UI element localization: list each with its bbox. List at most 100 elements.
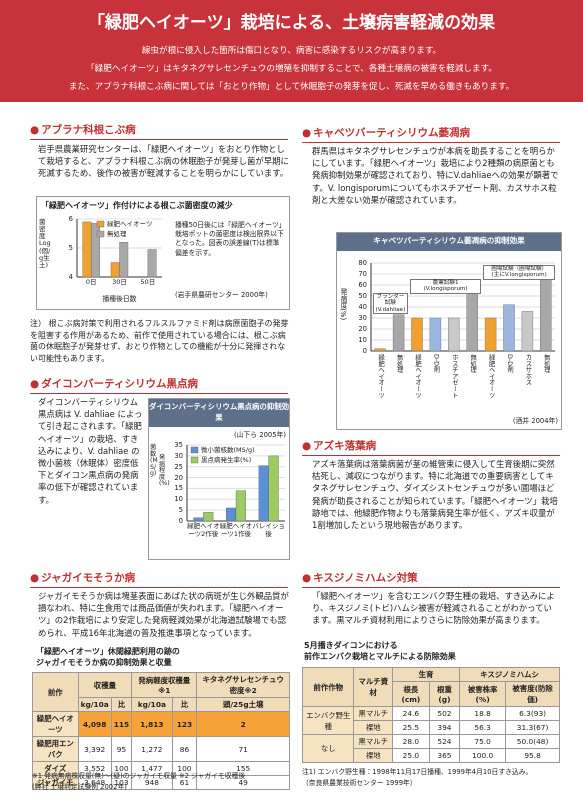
group-name: 農業試験1 <box>432 280 459 286</box>
y-tick-label: 50 <box>358 292 367 300</box>
bar <box>448 317 460 352</box>
table-cell: 緑肥ヘイオーツ <box>32 711 79 737</box>
table-row: 裸地 25.0 365 100.0 95.8 <box>303 748 560 763</box>
table-row: エンバク野生種 黒マルチ 24.6 502 18.8 6.3(93) <box>301 706 560 735</box>
chart-svg <box>370 262 555 352</box>
table-cell: 3,392 <box>77 736 112 762</box>
th: kg/10a <box>77 697 112 712</box>
bar <box>268 455 279 522</box>
chart-title: ダイコンバーティシリウム黒点病の抑制効果 <box>149 399 289 427</box>
chart: 「緑肥ヘイオーツ」作付けによる根こぶ菌密度の減少 播種50日後には「緑肥ヘイオー… <box>36 196 290 310</box>
group-label: 圃場試験（圃場試験） (主にV.longisporum) <box>483 265 555 280</box>
th: キタネグサレセンチュウ密度※2 <box>196 672 290 698</box>
table-cell: 4,098 <box>77 711 112 737</box>
table-cell: 365 <box>428 748 461 763</box>
x-tick-label: 無処理 <box>542 354 550 373</box>
legend-swatch <box>190 446 199 454</box>
table-cell: 緑肥用エンバク <box>32 736 79 762</box>
section-heading: キャベツバーティシリウム萎凋病 <box>302 125 560 143</box>
table-cell: 1,272 <box>131 736 173 762</box>
table-cell: 1,813 <box>131 711 173 737</box>
table-row: なし 黒マルチ 28.0 524 75.0 50.0(48) <box>301 734 560 763</box>
bar <box>203 512 214 522</box>
th: 根重(g) <box>428 681 461 707</box>
chart-title: 「緑肥ヘイオーツ」作付けによる根こぶ菌密度の減少 <box>41 201 233 210</box>
y-tick-label: 30 <box>174 451 183 460</box>
th: 比 <box>110 697 133 712</box>
th: 前作作物 <box>301 667 355 707</box>
bar <box>466 287 478 352</box>
bar <box>374 348 386 352</box>
table-cell: 71 <box>196 736 290 762</box>
section-heading: ジャガイモそうか病 <box>30 570 288 588</box>
x-tick-label: 緑肥ヘイオーツ <box>377 354 385 399</box>
y-tick-label: 15 <box>174 484 183 493</box>
bar <box>90 223 100 278</box>
paragraph: アズキ落葉病は落葉病菌が茎の維管束に侵入して生育後期に突然枯死し、減収につながり… <box>312 459 558 530</box>
th: 頭/25g土壌 <box>196 697 290 712</box>
intro-line: 「緑肥ヘイオーツ」はキタネグサレセンチュウの増殖を抑制することで、各種土壌病の被… <box>86 64 497 74</box>
section-heading: キスジノミハムシ対策 <box>302 570 560 588</box>
y-axis-label: 菌密度 Log(個/g生土) <box>39 218 51 269</box>
table-row: 裸地 25.5 394 56.3 31.3(67) <box>303 720 560 735</box>
table-cell: 50.0(48) <box>505 734 560 749</box>
section-heading: アズキ落葉病 <box>302 438 560 456</box>
paragraph: ジャガイモそうか病は塊茎表面にあばた状の病斑が生じ外観品質が損なわれ、特に生食用… <box>38 591 289 638</box>
th: 発病軽度収穫量※1 <box>131 672 198 698</box>
bar <box>503 304 515 352</box>
table-cell: 25.0 <box>391 748 430 763</box>
section-heading: ダイコンバーティシリウム黒点病 <box>30 376 288 394</box>
chart: キャベツバーティシリウム萎凋病の抑制効果 (酒井 2004年) 0 10 20 30 4… <box>336 232 562 430</box>
y2-axis-label: 発病程度(%) <box>159 454 170 487</box>
th: 根長(cm) <box>391 681 430 707</box>
table-cell: 31.3(67) <box>505 720 560 735</box>
y-axis-label: 菌数(MS/g) <box>150 444 158 477</box>
bar <box>258 465 269 522</box>
y-tick-label: 4 <box>68 273 73 281</box>
table-cell: 115 <box>110 711 133 737</box>
table-cell: 502 <box>428 706 461 721</box>
table-row: ダイズ 3,552 100 1,477 100 155 <box>32 761 290 776</box>
footnote: 注） 根こぶ病対策で利用されるフルスルファミド剤は病原菌胞子の発芽を阻害する作用… <box>30 319 289 363</box>
table-cell: エンバク野生種 <box>301 706 355 735</box>
bar <box>235 490 247 522</box>
group-name: ブランダー試験 <box>376 294 405 307</box>
bar <box>429 317 442 352</box>
legend-label: 無処理 <box>107 229 127 239</box>
chart-title: キャベツバーティシリウム萎凋病の抑制効果 <box>337 233 561 251</box>
table-note: 注1) エンバク野生種：1998年11月17日播種、1999年4月10日すき込み… <box>302 768 533 776</box>
legend-swatch <box>96 230 105 238</box>
th: 前作 <box>32 672 79 712</box>
bar <box>484 317 497 352</box>
th: 比 <box>171 697 198 712</box>
table-cell: 裸地 <box>353 748 393 763</box>
x-tick-label: 30日 <box>112 278 127 286</box>
table-cell: 103 <box>110 775 133 790</box>
y-tick-label: 5 <box>68 244 73 252</box>
y-axis-label: 発病度(%) <box>339 288 347 321</box>
y-tick-label: 60 <box>358 281 367 289</box>
y-tick-label: 6 <box>68 215 73 223</box>
table-cell: 95.8 <box>505 748 560 763</box>
table-cell: 86 <box>171 736 198 762</box>
y-tick-label: 5 <box>178 506 183 515</box>
x-tick-label: 0日 <box>85 278 97 286</box>
table-note: (弊社 土壌判定試験例 2002年) <box>32 783 127 791</box>
table-cell: 6.3(93) <box>505 706 560 721</box>
chart-source: (山下ら 2005年) <box>234 431 286 439</box>
bar <box>411 317 423 352</box>
legend-label: 微小菌核数(MS/g) <box>201 445 255 455</box>
x-tick-label: 緑肥ヘイオーツ <box>487 354 495 399</box>
bar <box>119 242 129 278</box>
x-tick-label: 緑肥ヘイオーツ <box>414 354 421 399</box>
table-cell: 49 <box>196 775 290 790</box>
bar <box>521 311 534 352</box>
table: 前作 収穫量 発病軽度収穫量※1 キタネグサレセンチュウ密度※2 kg/10a 比 kg/… <box>32 672 290 790</box>
legend-label: 緑肥ヘイオーツ <box>107 219 153 229</box>
table-title: 前作エンバク栽培とマルチによる防除効果 <box>304 652 456 661</box>
table-cell: 黒マルチ <box>353 734 393 749</box>
group-note: (V.dahliae) <box>375 306 406 313</box>
bar <box>540 269 552 352</box>
section-heading: アブラナ科根こぶ病 <box>30 122 288 140</box>
